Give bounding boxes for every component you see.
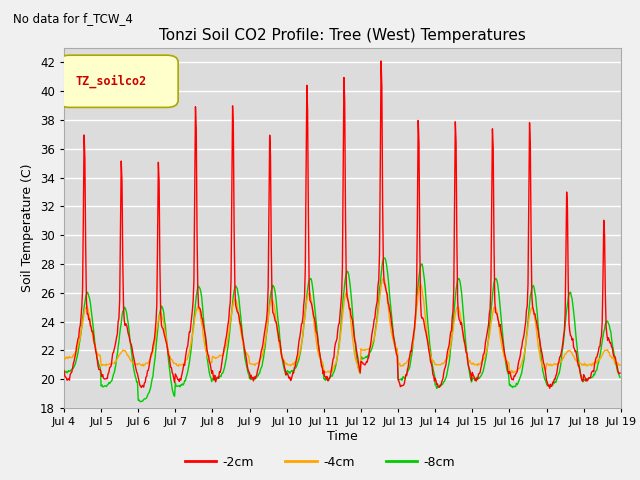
Text: No data for f_TCW_4: No data for f_TCW_4 [13,12,132,25]
Text: TZ_soilco2: TZ_soilco2 [75,74,147,88]
Y-axis label: Soil Temperature (C): Soil Temperature (C) [21,164,35,292]
Title: Tonzi Soil CO2 Profile: Tree (West) Temperatures: Tonzi Soil CO2 Profile: Tree (West) Temp… [159,28,526,43]
X-axis label: Time: Time [327,430,358,443]
Legend: -2cm, -4cm, -8cm: -2cm, -4cm, -8cm [180,451,460,474]
FancyBboxPatch shape [58,55,178,108]
